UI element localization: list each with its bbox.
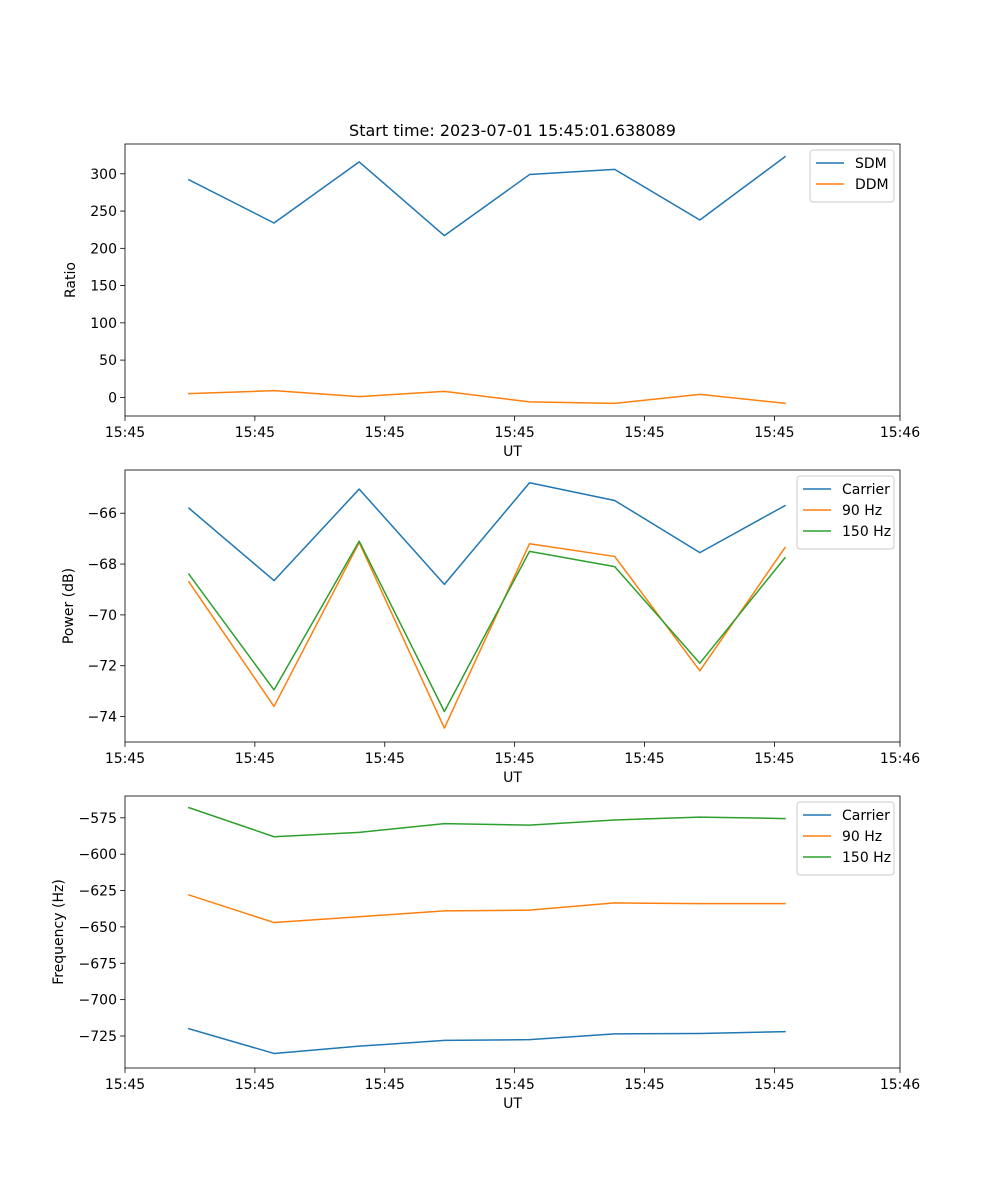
y-tick-label: −72 bbox=[87, 659, 117, 675]
y-tick-label: −66 bbox=[87, 506, 117, 522]
x-tick-label: 15:45 bbox=[494, 1077, 534, 1093]
y-tick-label: 50 bbox=[99, 353, 117, 369]
legend-label: DDM bbox=[855, 177, 889, 193]
y-tick-label: −70 bbox=[87, 608, 117, 624]
x-tick-label: 15:45 bbox=[365, 751, 405, 767]
x-tick-label: 15:45 bbox=[494, 751, 534, 767]
x-tick-label: 15:46 bbox=[880, 1077, 920, 1093]
x-tick-label: 15:45 bbox=[624, 425, 664, 441]
x-tick-label: 15:45 bbox=[365, 1077, 405, 1093]
y-tick-label: −68 bbox=[87, 557, 117, 573]
x-tick-label: 15:45 bbox=[235, 1077, 275, 1093]
series-line-90-hz bbox=[187, 541, 787, 729]
legend-label: 90 Hz bbox=[842, 829, 882, 845]
series-line-ddm bbox=[188, 389, 786, 405]
y-tick-label: 200 bbox=[90, 241, 117, 257]
x-tick-label: 15:45 bbox=[494, 425, 534, 441]
legend-label: SDM bbox=[855, 156, 887, 172]
y-tick-label: −650 bbox=[79, 920, 117, 936]
axes-frame bbox=[124, 795, 901, 1069]
y-tick-label: 300 bbox=[90, 167, 117, 183]
x-tick-label: 15:45 bbox=[105, 1077, 145, 1093]
legend: Carrier 90 Hz 150 Hz bbox=[796, 475, 895, 550]
y-tick-label: −575 bbox=[79, 811, 117, 827]
axes-frame bbox=[124, 469, 901, 743]
y-tick-label: −625 bbox=[79, 884, 117, 900]
legend-label: 150 Hz bbox=[842, 850, 891, 866]
series-line-90-hz bbox=[187, 893, 786, 924]
y-tick-label: −700 bbox=[79, 993, 117, 1009]
chart-panel-3: 15:45 15:45 15:45 15:45 15:45 15:45 15:46 −725 −… bbox=[51, 795, 920, 1112]
series-line-sdm bbox=[187, 155, 787, 237]
x-tick-label: 15:45 bbox=[624, 1077, 664, 1093]
x-tick-label: 15:45 bbox=[365, 425, 405, 441]
chart-panel-1: 15:45 15:45 15:45 15:45 15:45 15:45 15:46 0 50 10… bbox=[63, 121, 920, 460]
series-line-150-hz bbox=[187, 806, 786, 838]
series-line-carrier bbox=[187, 1027, 786, 1055]
legend-label: Carrier bbox=[842, 482, 890, 498]
y-axis-label: Power (dB) bbox=[61, 568, 77, 644]
legend-label: 150 Hz bbox=[842, 524, 891, 540]
legend-label: Carrier bbox=[842, 808, 890, 824]
y-tick-label: 0 bbox=[108, 390, 117, 406]
x-axis-label: UT bbox=[503, 770, 522, 786]
chart-title: Start time: 2023-07-01 15:45:01.638089 bbox=[349, 121, 676, 140]
y-tick-label: −74 bbox=[87, 710, 117, 726]
x-tick-label: 15:46 bbox=[880, 425, 920, 441]
x-tick-label: 15:45 bbox=[235, 425, 275, 441]
legend: SDM DDM bbox=[809, 149, 895, 203]
legend-label: 90 Hz bbox=[842, 503, 882, 519]
x-tick-label: 15:45 bbox=[235, 751, 275, 767]
axes-frame bbox=[124, 143, 901, 417]
x-axis-label: UT bbox=[503, 1096, 522, 1112]
y-tick-label: −725 bbox=[79, 1029, 117, 1045]
x-tick-label: 15:45 bbox=[105, 751, 145, 767]
y-axis-label: Frequency (Hz) bbox=[51, 879, 67, 985]
x-tick-label: 15:46 bbox=[880, 751, 920, 767]
x-tick-label: 15:45 bbox=[754, 751, 794, 767]
x-tick-label: 15:45 bbox=[754, 425, 794, 441]
y-tick-label: −675 bbox=[79, 956, 117, 972]
y-tick-label: −600 bbox=[79, 847, 117, 863]
series-line-150-hz bbox=[187, 540, 787, 713]
legend: Carrier 90 Hz 150 Hz bbox=[796, 801, 895, 876]
series-line-carrier bbox=[187, 481, 787, 586]
y-axis-label: Ratio bbox=[63, 262, 79, 298]
chart-panel-2: 15:45 15:45 15:45 15:45 15:45 15:45 15:46 −74 −7… bbox=[61, 469, 920, 786]
x-tick-label: 15:45 bbox=[105, 425, 145, 441]
x-axis-label: UT bbox=[503, 444, 522, 460]
y-tick-label: 250 bbox=[90, 204, 117, 220]
x-tick-label: 15:45 bbox=[624, 751, 664, 767]
x-tick-label: 15:45 bbox=[754, 1077, 794, 1093]
y-tick-label: 100 bbox=[90, 316, 117, 332]
y-tick-label: 150 bbox=[90, 279, 117, 295]
